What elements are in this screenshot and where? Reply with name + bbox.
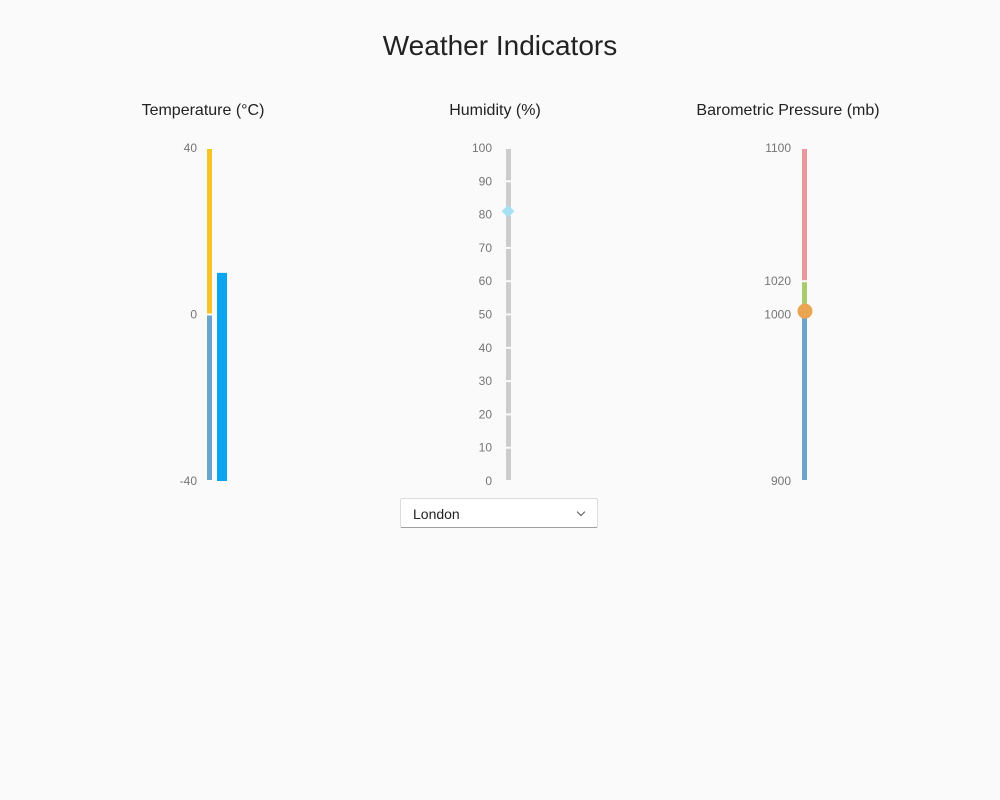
humidity-track-segment: [506, 149, 511, 181]
humidity-tick-label: 0: [485, 474, 492, 488]
humidity-gauge-title: Humidity (%): [449, 102, 541, 119]
temperature-tick-label: 0: [190, 308, 197, 322]
chevron-down-icon: [576, 507, 586, 517]
humidity-track-segment: [506, 382, 511, 414]
pressure-tick-label: 1000: [764, 308, 791, 322]
city-select[interactable]: London: [400, 498, 598, 528]
pressure-gauge: 900 1000 1020 1100: [764, 141, 813, 488]
pressure-tick-label: 1100: [765, 141, 791, 155]
humidity-tick-label: 70: [479, 241, 493, 255]
temperature-gauge: -40 0 40: [180, 141, 227, 488]
humidity-gauge[interactable]: 0 10 20 30 40 50 60 70 80 90 100: [472, 141, 515, 488]
humidity-track-segment: [506, 282, 511, 314]
pressure-value-marker: [797, 303, 813, 319]
pressure-tick-label: 1020: [764, 274, 791, 288]
pressure-gauge-title: Barometric Pressure (mb): [696, 102, 880, 119]
humidity-track-segment: [506, 348, 511, 381]
humidity-tick-label: 30: [479, 374, 493, 388]
humidity-track-segment: [506, 215, 511, 247]
humidity-tick-label: 20: [479, 407, 493, 421]
humidity-tick-label: 100: [472, 141, 492, 155]
humidity-tick-label: 40: [479, 341, 493, 355]
humidity-tick-label: 60: [479, 274, 493, 288]
temperature-gauge-title: Temperature (°C): [141, 102, 265, 119]
humidity-track-segment: [506, 182, 511, 214]
humidity-slider-handle[interactable]: [501, 204, 515, 218]
temperature-range-band: [207, 149, 212, 314]
page-title: Weather Indicators: [382, 30, 618, 61]
humidity-track-segment: [506, 448, 511, 480]
humidity-tick-label: 90: [479, 174, 493, 188]
humidity-track-segment: [506, 248, 511, 281]
humidity-tick-label: 50: [479, 308, 493, 322]
temperature-tick-label: 40: [184, 141, 198, 155]
city-select-value: London: [413, 506, 460, 522]
humidity-tick-label: 80: [479, 208, 493, 222]
humidity-track-segment: [506, 315, 511, 347]
humidity-track-segment: [506, 415, 511, 447]
temperature-value-bar: [217, 272, 227, 481]
pressure-tick-label: 900: [771, 474, 791, 488]
temperature-tick-label: -40: [180, 474, 198, 488]
temperature-range-band: [207, 315, 212, 480]
pressure-range-band: [802, 282, 807, 314]
pressure-range-band: [802, 315, 807, 480]
pressure-range-band: [802, 149, 807, 281]
humidity-tick-label: 10: [479, 441, 493, 455]
